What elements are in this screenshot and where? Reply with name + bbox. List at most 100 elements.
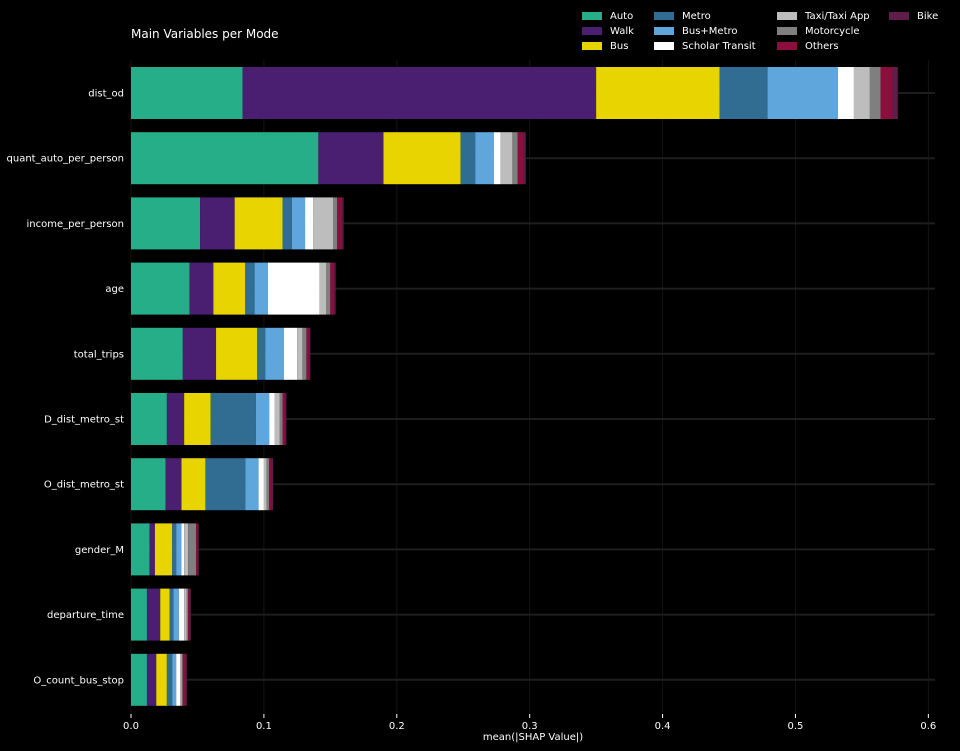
legend-swatch: [777, 12, 797, 20]
bar-segment: [181, 523, 185, 576]
bar-segment: [182, 653, 186, 706]
bar-segment: [196, 523, 198, 576]
legend-item: Bus+Metro: [654, 24, 738, 38]
legend-label: Metro: [682, 10, 711, 22]
bar-segment: [234, 197, 283, 250]
legend-label: Motorcycle: [805, 25, 860, 37]
bar-segment: [282, 393, 286, 445]
bar-segment: [186, 588, 189, 641]
bar-segment: [254, 262, 268, 315]
bar-segment: [131, 458, 166, 511]
bar-segment: [334, 262, 336, 315]
legend-label: Bus: [610, 40, 629, 52]
bar-segment: [266, 458, 270, 511]
bar-segment: [255, 393, 270, 445]
y-tick-label: D_dist_metro_st: [44, 415, 124, 426]
legend-swatch: [654, 42, 674, 50]
bar-segment: [880, 67, 893, 119]
bar-segment: [172, 523, 177, 576]
bar-segment: [342, 197, 344, 250]
bar-segment: [283, 327, 298, 380]
bar-segment: [274, 393, 280, 445]
y-tick-label: O_count_bus_stop: [33, 675, 124, 686]
legend-label: Others: [805, 40, 839, 52]
bar-segment: [837, 67, 854, 119]
bar-segment: [512, 132, 518, 185]
bar-segment: [302, 327, 307, 380]
legend-item: Motorcycle: [777, 24, 860, 38]
bar-segment: [282, 197, 292, 250]
y-tick-label: departure_time: [47, 610, 124, 621]
bar-segment: [184, 523, 189, 576]
bar-segment: [165, 458, 182, 511]
bar-segment: [178, 588, 185, 641]
bar-segment: [269, 458, 272, 511]
bar-segment: [319, 262, 327, 315]
bar-segment: [216, 327, 258, 380]
y-tick-label: dist_od: [88, 89, 124, 100]
legend-swatch: [777, 42, 797, 50]
x-axis-label: mean(|SHAP Value|): [482, 732, 584, 743]
legend-swatch: [582, 12, 602, 20]
bar-segment: [176, 653, 181, 706]
x-tick-label: 0.4: [655, 721, 671, 732]
chart-title: Main Variables per Mode: [131, 27, 279, 41]
bar-segment: [285, 393, 287, 445]
bar-segment: [306, 327, 310, 380]
legend-label: Bike: [917, 10, 939, 22]
bar-segment: [383, 132, 461, 185]
y-tick-label: gender_M: [75, 545, 124, 556]
y-tick-label: quant_auto_per_person: [7, 154, 124, 165]
bar-segment: [892, 67, 898, 119]
bar-segment: [146, 588, 161, 641]
legend-label: Bus+Metro: [682, 25, 738, 37]
bar-segment: [188, 588, 190, 641]
bar-segment: [475, 132, 494, 185]
x-tick-label: 0.1: [256, 721, 272, 732]
bar-segment: [166, 653, 173, 706]
legend-swatch: [582, 42, 602, 50]
bar-segment: [180, 653, 182, 706]
bar-segment: [197, 523, 199, 576]
legend-swatch: [777, 27, 797, 35]
x-tick-label: 0.0: [123, 721, 139, 732]
bar-segment: [185, 653, 187, 706]
bar-segment: [500, 132, 513, 185]
bar-segment: [596, 67, 720, 119]
bar-segment: [131, 588, 147, 641]
bar-segment: [269, 393, 275, 445]
bar-segment: [332, 197, 337, 250]
bar-segment: [493, 132, 501, 185]
legend-label: Taxi/Taxi App: [805, 10, 870, 22]
bar-segment: [267, 262, 320, 315]
legend-label: Auto: [610, 10, 634, 22]
bar-segment: [184, 393, 211, 445]
bar-segment: [309, 327, 311, 380]
chart-legend: Auto Walk Bus Metro Bus+Metro Scholar Transit…: [582, 9, 957, 55]
legend-item: Walk: [582, 24, 634, 38]
y-tick-label: income_per_person: [26, 219, 124, 230]
bar-segment: [291, 197, 306, 250]
bar-segment: [719, 67, 768, 119]
legend-item: Scholar Transit: [654, 39, 756, 53]
bar-segment: [131, 197, 201, 250]
bar-segment: [131, 132, 319, 185]
bar-segment: [154, 523, 173, 576]
bar-segment: [181, 458, 206, 511]
bar-segment: [853, 67, 870, 119]
x-tick-label: 0.3: [522, 721, 538, 732]
legend-item: Bike: [889, 9, 938, 23]
bar-segment: [517, 132, 524, 185]
bar-segment: [146, 653, 157, 706]
bar-segment: [523, 132, 526, 185]
bar-segment: [131, 523, 150, 576]
bar-segment: [131, 67, 243, 119]
bar-segment: [131, 327, 183, 380]
bar-segment: [131, 393, 167, 445]
bar-segment: [188, 523, 197, 576]
x-tick-label: 0.6: [920, 721, 936, 732]
bar-segment: [297, 327, 303, 380]
bar-segment: [200, 197, 235, 250]
